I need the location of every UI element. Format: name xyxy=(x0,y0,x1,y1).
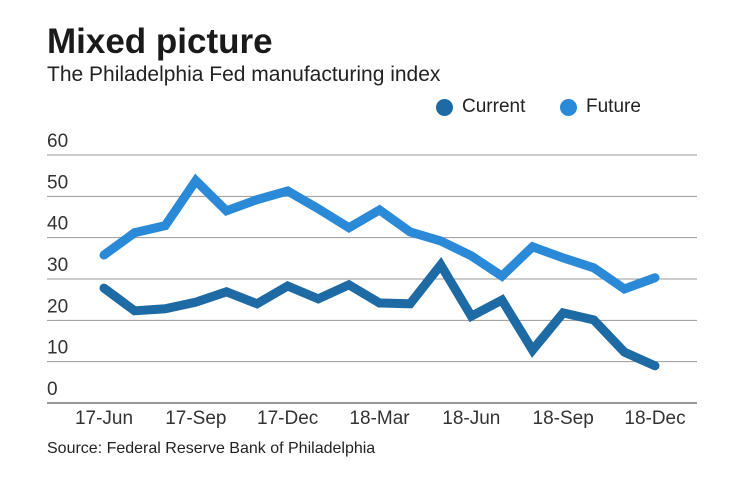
series-line-future xyxy=(99,173,660,294)
chart-subtitle: The Philadelphia Fed manufacturing index xyxy=(47,63,441,86)
y-tick-label: 60 xyxy=(47,131,68,152)
y-tick-label: 20 xyxy=(47,296,68,317)
y-tick-label: 30 xyxy=(47,255,68,276)
x-tick-label: 18-Jun xyxy=(442,408,500,429)
x-tick-label: 17-Dec xyxy=(257,408,318,429)
x-tick-label: 18-Sep xyxy=(533,408,594,429)
x-tick-label: 18-Dec xyxy=(624,408,685,429)
y-tick-label: 10 xyxy=(47,338,68,359)
y-tick-label: 0 xyxy=(47,379,58,400)
x-tick-label: 18-Mar xyxy=(349,408,410,429)
legend-label-current: Current xyxy=(462,96,526,117)
x-tick-label: 17-Jun xyxy=(75,408,133,429)
chart-title: Mixed picture xyxy=(47,22,273,61)
legend-item-current: Current xyxy=(436,96,525,118)
legend-item-future: Future xyxy=(560,96,641,118)
series-line-current xyxy=(99,257,660,371)
legend-label-future: Future xyxy=(586,96,641,117)
legend-swatch-future xyxy=(560,98,577,116)
source-note: Source: Federal Reserve Bank of Philadel… xyxy=(47,440,376,457)
y-tick-label: 50 xyxy=(47,172,68,193)
y-tick-label: 40 xyxy=(47,214,68,235)
legend-swatch-current xyxy=(436,98,453,116)
x-tick-label: 17-Sep xyxy=(165,408,226,429)
